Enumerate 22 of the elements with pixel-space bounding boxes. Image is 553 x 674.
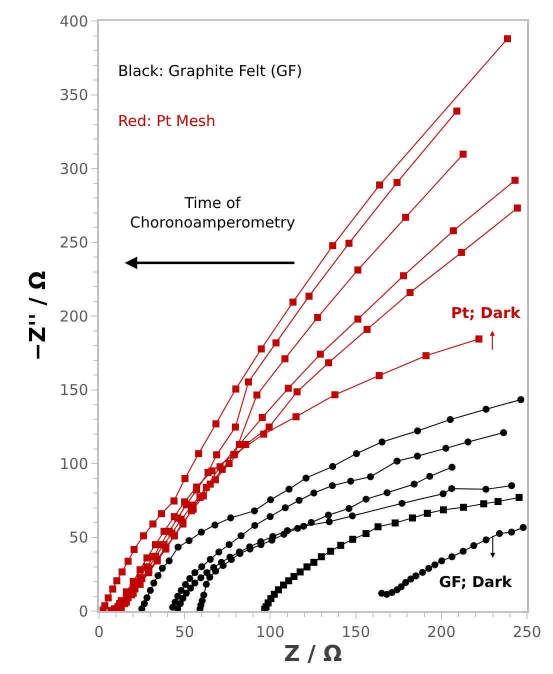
x-tick-label: 100 (256, 622, 285, 641)
annotation: Time of Choronoamperometry (130, 194, 296, 232)
y-tick-label: 350 (60, 86, 88, 104)
y-tick-label: 250 (60, 234, 88, 252)
x-tick-label: 150 (341, 622, 370, 641)
x-tick-label: 0 (94, 622, 104, 641)
y-tick-label: 50 (69, 528, 88, 546)
x-axis-title: Z / Ω (284, 642, 342, 668)
annotation: Pt; Dark (451, 304, 522, 322)
x-tick-label: 50 (175, 622, 194, 641)
y-axis-title: −Z'' / Ω (26, 270, 51, 361)
y-tick-label: 300 (60, 160, 88, 178)
annotation: Black: Graphite Felt (GF) (118, 62, 302, 80)
annotation: Red: Pt Mesh (118, 112, 216, 130)
y-tick-label: 150 (60, 381, 88, 399)
y-tick-label: 100 (60, 454, 88, 473)
y-tick-label: 200 (60, 307, 88, 326)
annotation: GF; Dark (439, 573, 513, 591)
x-tick-label: 200 (427, 622, 456, 641)
y-tick-label: 0 (78, 602, 88, 620)
x-tick-label: 250 (512, 622, 542, 641)
y-tick-label: 400 (60, 12, 88, 30)
